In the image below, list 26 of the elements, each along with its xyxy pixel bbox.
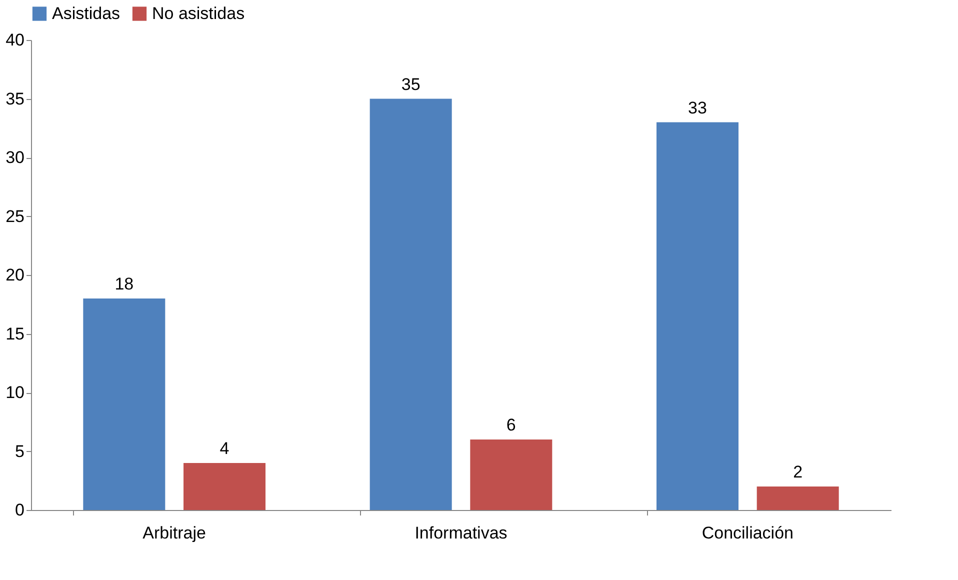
y-tick-label: 20 [6,266,24,284]
bar [184,463,266,510]
bar [756,486,839,510]
y-tick-label: 15 [6,324,24,344]
data-label: 2 [793,462,803,482]
data-label: 33 [688,98,707,118]
y-tick-label: 10 [6,383,24,402]
x-tick-label: Conciliación [702,524,794,542]
x-tick-label: Informativas [414,524,508,542]
y-tick-label: 30 [6,148,24,167]
bar [470,440,552,510]
bar [370,98,452,510]
bar [656,122,738,510]
y-tick-label: 35 [6,89,24,108]
y-tick-label: 40 [6,30,24,50]
y-tick-label: 0 [15,500,24,520]
legend-label: No asistidas [152,4,245,23]
data-label: 4 [220,439,230,458]
data-label: 18 [114,274,134,294]
x-tick-label: Arbitraje [142,524,206,542]
y-tick-label: 25 [6,206,24,226]
data-label: 6 [506,416,516,434]
bar [83,298,166,510]
data-label: 35 [401,74,420,94]
y-tick-label: 5 [15,442,24,461]
legend-label: Asistidas [52,4,120,23]
